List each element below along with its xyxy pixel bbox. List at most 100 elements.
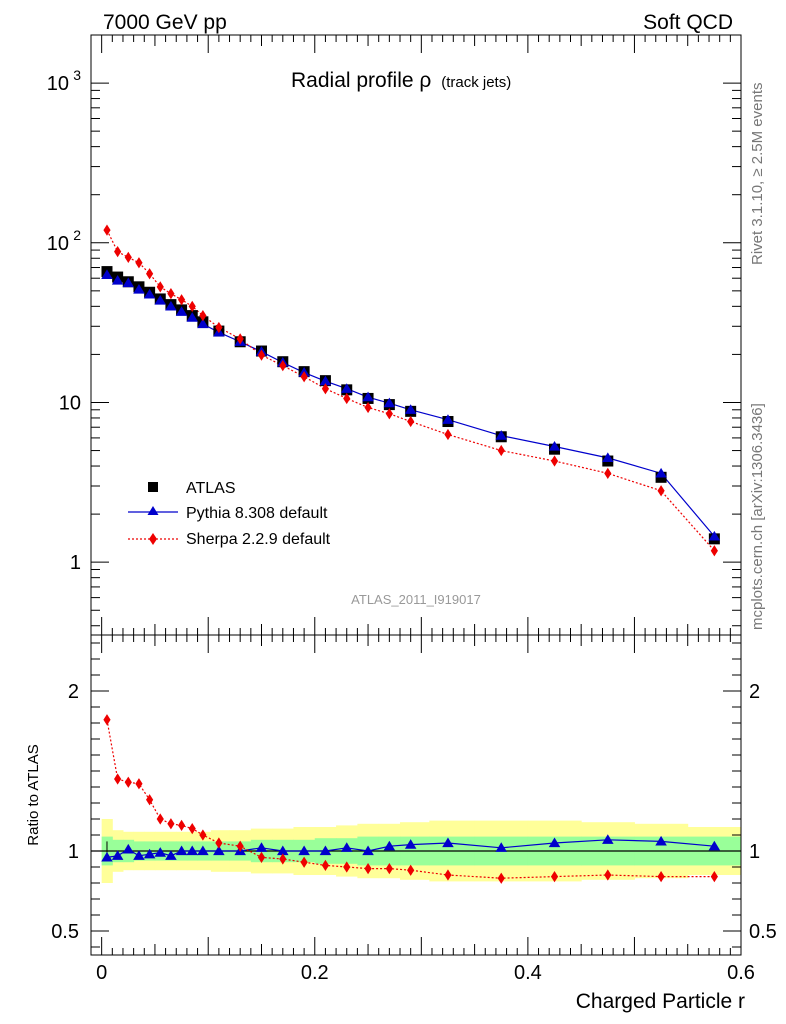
ratio-pythia-point	[175, 845, 188, 856]
sherpa-point	[177, 294, 186, 306]
x-tick-label: 0.6	[727, 962, 755, 984]
x-tick-label: 0	[96, 962, 107, 984]
ratio-frame	[90, 634, 742, 956]
pythia-point	[362, 391, 374, 402]
ratio-series-line-sherpa	[106, 719, 715, 879]
ratio-data-layer	[91, 714, 742, 884]
ratio-pythia-point	[277, 845, 289, 856]
pythia-point	[122, 277, 135, 288]
pythia-point	[548, 441, 561, 451]
main-ytick-label-base: 10	[47, 233, 69, 255]
main-title: Radial profile ρ (track jets)	[291, 69, 511, 92]
ratio-sherpa-point	[103, 714, 111, 726]
ratio-ytick-label: 1	[68, 841, 79, 863]
ratio-ytick-label-right: 0.5	[749, 921, 777, 943]
sherpa-point	[257, 349, 266, 361]
sherpa-point	[146, 268, 154, 280]
sherpa-point	[343, 392, 351, 405]
pythia-point	[602, 452, 614, 462]
ratio-pythia-point	[548, 837, 561, 848]
pythia-point	[340, 383, 353, 393]
main-ytick-label-base: 10	[47, 73, 69, 95]
pythia-point	[442, 414, 454, 424]
pythia-point	[154, 295, 167, 305]
ratio-sherpa-point	[188, 822, 196, 835]
ratio-sherpa-point	[497, 872, 505, 884]
sherpa-point	[124, 251, 132, 264]
ratio-sherpa-point	[199, 829, 207, 841]
ratio-pythia-point	[404, 839, 417, 849]
main-ytick-label-exp: 2	[73, 227, 81, 243]
ratio-pythia-point	[154, 847, 167, 857]
sherpa-point	[114, 246, 122, 258]
sherpa-point	[604, 467, 612, 479]
ratio-sherpa-point	[146, 794, 154, 806]
x-tick-label: 0.2	[301, 962, 329, 984]
ratio-sherpa-point	[215, 837, 223, 849]
ratio-sherpa-point	[124, 776, 132, 788]
ratio-pythia-point	[495, 842, 508, 852]
legend-marker-pythia	[147, 506, 159, 515]
pythia-point	[111, 275, 124, 285]
ratio-pythia-point	[383, 840, 396, 851]
ratio-panel: 0.5 0.5 1 1 2 2 0 0.2 0.4 0.6 Ratio to ATLAS Char…	[25, 634, 777, 1013]
pythia-point	[319, 375, 332, 386]
ratio-sherpa-point	[114, 773, 122, 785]
ratio-sherpa-point	[279, 853, 287, 865]
pythia-point	[708, 530, 721, 541]
pythia-point	[165, 300, 177, 311]
header-right: Soft QCD	[643, 11, 733, 34]
ratio-sherpa-point	[167, 818, 175, 830]
legend-marker-atlas	[148, 482, 158, 492]
main-ytick-label: 10	[59, 392, 81, 414]
main-ytick-label: 10	[47, 233, 69, 255]
ratio-pythia-point	[122, 843, 135, 854]
watermark: ATLAS_2011_I919017	[351, 592, 481, 607]
ratio-pythia-point	[186, 845, 199, 856]
sherpa-point	[156, 281, 164, 293]
side-label-rivet: Rivet 3.1.10, ≥ 2.5M events	[749, 83, 766, 266]
sherpa-point	[321, 383, 330, 395]
ratio-pythia-point	[708, 840, 721, 851]
ratio-ytick-label: 2	[68, 681, 79, 703]
pythia-point	[143, 288, 156, 299]
main-data-layer	[101, 224, 721, 557]
pythia-point	[186, 312, 199, 322]
pythia-point	[383, 397, 396, 408]
header-left: 7000 GeV pp	[103, 11, 227, 34]
ratio-sherpa-point	[550, 870, 559, 883]
ratio-sherpa-point	[300, 856, 308, 868]
ratio-sherpa-point	[657, 870, 665, 883]
sherpa-point	[550, 455, 559, 467]
sherpa-point	[188, 300, 196, 312]
sherpa-point	[300, 371, 308, 383]
sherpa-point	[407, 415, 415, 428]
ratio-sherpa-point	[321, 859, 330, 872]
ratio-pythia-point	[442, 837, 454, 848]
ratio-pythia-point	[319, 845, 332, 856]
ratio-pythia-point	[340, 842, 353, 852]
sherpa-point	[497, 444, 505, 457]
sherpa-point	[236, 333, 244, 345]
sherpa-point	[199, 309, 207, 322]
sherpa-point	[167, 288, 175, 300]
sherpa-point	[364, 401, 372, 414]
x-tick-label: 0.4	[514, 962, 542, 984]
ratio-pythia-point	[165, 850, 177, 860]
ratio-axes: 0.5 0.5 1 1 2 2 0 0.2 0.4 0.6	[51, 635, 777, 984]
ratio-sherpa-point	[710, 870, 718, 883]
ratio-pythia-point	[255, 842, 268, 852]
ratio-sherpa-point	[364, 862, 372, 875]
main-ytick-label: 10	[47, 73, 69, 95]
ratio-sherpa-point	[385, 862, 393, 875]
ratio-ylabel: Ratio to ATLAS	[25, 744, 42, 845]
main-ytick-label-exp: 3	[73, 67, 81, 83]
pythia-point	[404, 404, 417, 414]
ratio-pythia-point	[111, 850, 124, 860]
legend-marker-sherpa	[149, 533, 157, 545]
pythia-point	[175, 306, 188, 316]
ratio-pythia-point	[655, 835, 667, 846]
